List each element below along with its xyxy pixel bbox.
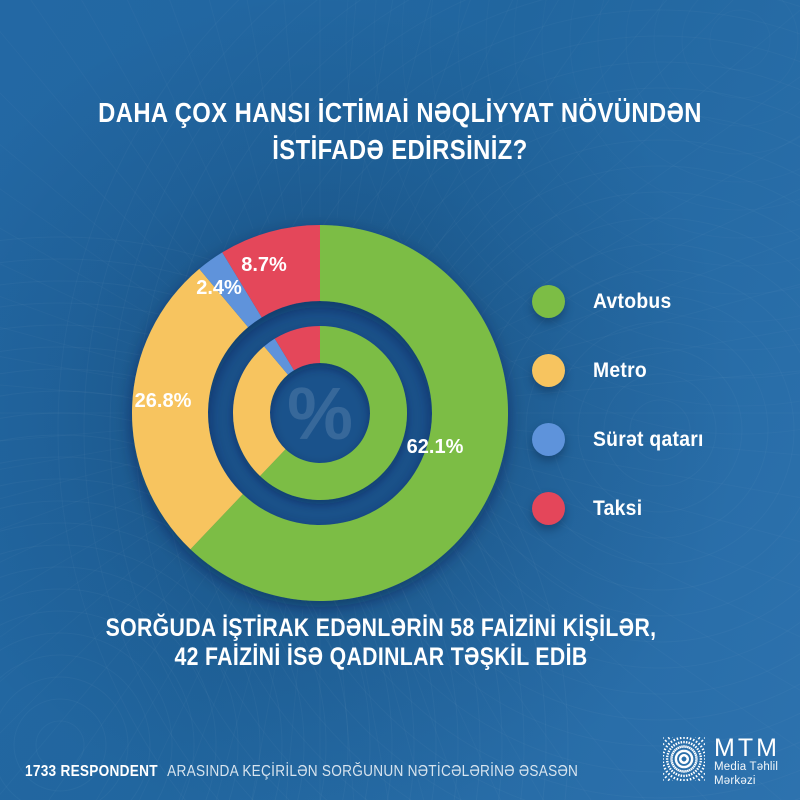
legend-label-metro: Metro bbox=[593, 358, 647, 382]
legend-item-taksi: Taksi bbox=[532, 492, 772, 525]
legend-swatch-suret-qatari-icon bbox=[532, 423, 565, 456]
mtm-logo: MTM Media Təhlil Mərkəzi bbox=[663, 735, 780, 788]
survey-gender-note-line1: SORĞUDA İŞTİRAK EDƏNLƏRİN 58 FAİZİNİ KİŞ… bbox=[105, 614, 657, 642]
donut-segment-taksi bbox=[274, 326, 320, 371]
legend-label-taksi: Taksi bbox=[593, 496, 643, 520]
survey-gender-note-line2: 42 FAİZİNİ İSƏ QADINLAR TƏŞKİL EDİB bbox=[174, 643, 588, 671]
respondent-footnote-text: ARASINDA KEÇİRİLƏN SORĞUNUN NƏTİCƏLƏRİNƏ… bbox=[167, 763, 579, 780]
survey-gender-note: SORĞUDA İŞTİRAK EDƏNLƏRİN 58 FAİZİNİ KİŞ… bbox=[0, 614, 781, 672]
percent-watermark-icon: % bbox=[287, 372, 353, 455]
legend-item-suret-qatari: Sürət qatarı bbox=[532, 423, 772, 456]
donut-segment-avtobus bbox=[190, 225, 509, 601]
respondent-count: 1733 RESPONDENT bbox=[25, 763, 158, 780]
page-title-line2: İSTİFADƏ EDİRSİNİZ? bbox=[272, 134, 528, 165]
donut-label-taksi: 8.7% bbox=[241, 254, 287, 276]
mtm-logo-text: MTM Media Təhlil Mərkəzi bbox=[714, 735, 780, 788]
mtm-logo-sub2: Mərkəzi bbox=[714, 774, 756, 787]
donut-segment-s-r-t-qatar- bbox=[264, 338, 295, 375]
chart-legend: Avtobus Metro Sürət qatarı Taksi bbox=[532, 285, 772, 561]
donut-label-s-r-t-qatar-: 2.4% bbox=[196, 277, 242, 299]
mtm-logo-name: MTM bbox=[714, 734, 780, 762]
donut-outer-ring bbox=[132, 225, 509, 601]
donut-inner-ring bbox=[233, 326, 408, 501]
donut-segment-metro bbox=[233, 346, 288, 477]
donut-label-avtobus: 62.1% bbox=[407, 436, 464, 458]
page-title-line1: DAHA ÇOX HANSI İCTİMAİ NƏQLİYYAT NÖVÜNDƏ… bbox=[98, 97, 702, 128]
page-title: DAHA ÇOX HANSI İCTİMAİ NƏQLİYYAT NÖVÜNDƏ… bbox=[0, 94, 800, 168]
donut-segment-s-r-t-qatar- bbox=[199, 252, 262, 328]
donut-segment-metro bbox=[132, 268, 249, 550]
mtm-logo-sub1: Media Təhlil bbox=[714, 761, 779, 773]
donut-segment-taksi bbox=[222, 225, 320, 318]
legend-swatch-taksi-icon bbox=[532, 492, 565, 525]
legend-label-avtobus: Avtobus bbox=[593, 289, 672, 313]
legend-item-avtobus: Avtobus bbox=[532, 285, 772, 318]
respondent-footnote: 1733 RESPONDENT ARASINDA KEÇİRİLƏN SORĞU… bbox=[25, 763, 578, 781]
donut-percentage-labels: 62.1% 26.8% 2.4%8.7% bbox=[135, 254, 464, 458]
donut-segment-avtobus bbox=[260, 326, 408, 501]
legend-swatch-avtobus-icon bbox=[532, 285, 565, 318]
legend-swatch-metro-icon bbox=[532, 354, 565, 387]
donut-label-metro: 26.8% bbox=[135, 390, 192, 412]
donut-chart: 62.1% 26.8% 2.4%8.7% % bbox=[132, 225, 509, 601]
mtm-logo-starburst-icon bbox=[663, 735, 705, 783]
legend-item-metro: Metro bbox=[532, 354, 772, 387]
legend-label-suret-qatari: Sürət qatarı bbox=[593, 427, 704, 451]
